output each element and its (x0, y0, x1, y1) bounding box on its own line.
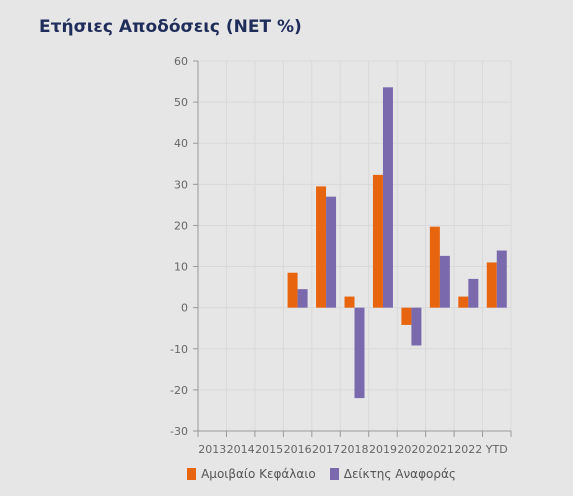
bar-benchmark-YTD[interactable] (496, 250, 507, 308)
x-tick-label: 2015 (255, 443, 283, 456)
y-tick-label: -20 (170, 384, 188, 397)
y-tick-label: 10 (174, 261, 188, 274)
legend-label-fund: Αμοιβαίο Κεφάλαιο (201, 467, 316, 481)
x-tick-labels: 2013 2014 2015 2016 2017 2018 2019 2020 2021 2022… (198, 443, 508, 456)
bar-fund-2022[interactable] (458, 296, 469, 308)
y-tick-label: 30 (174, 178, 188, 191)
legend-item-fund[interactable]: Αμοιβαίο Κεφάλαιο (187, 467, 316, 481)
bar-fund-2017[interactable] (316, 186, 327, 308)
bar-benchmark-2018[interactable] (354, 307, 365, 399)
x-tick-label: 2022 (454, 443, 482, 456)
bar-fund-YTD[interactable] (486, 262, 497, 308)
x-tick-label: YTD (485, 443, 508, 456)
chart-title: Ετήσιες Αποδόσεις (NET %) (39, 17, 302, 37)
legend: Αμοιβαίο Κεφάλαιο Δείκτης Αναφοράς (0, 467, 573, 481)
axes (193, 60, 512, 437)
legend-item-benchmark[interactable]: Δείκτης Αναφοράς (329, 467, 456, 481)
y-tick-label: 60 (174, 55, 188, 68)
y-tick-label: 0 (181, 302, 188, 315)
x-tick-label: 2014 (227, 443, 255, 456)
bar-benchmark-2019[interactable] (382, 87, 393, 308)
y-tick-labels: 60 50 40 30 20 10 0 -10 -20 -30 (170, 55, 188, 438)
bar-benchmark-2016[interactable] (297, 289, 308, 308)
x-tick-label: 2013 (198, 443, 226, 456)
bar-benchmark-2017[interactable] (326, 196, 337, 308)
x-tick-label: 2020 (397, 443, 425, 456)
bar-benchmark-2022[interactable] (468, 278, 479, 308)
bar-fund-2018[interactable] (344, 296, 355, 308)
legend-swatch-benchmark (329, 468, 339, 480)
bar-fund-2019[interactable] (372, 174, 383, 308)
bar-benchmark-2021[interactable] (439, 255, 450, 308)
y-tick-label: 50 (174, 96, 188, 109)
bar-fund-2021[interactable] (429, 226, 440, 308)
y-tick-label: -10 (170, 343, 188, 356)
legend-swatch-fund (187, 468, 197, 480)
y-tick-label: 20 (174, 219, 188, 232)
x-tick-label: 2021 (426, 443, 454, 456)
y-tick-label: 40 (174, 137, 188, 150)
y-tick-label: -30 (170, 425, 188, 438)
bar-fund-2020[interactable] (401, 307, 412, 325)
x-tick-label: 2017 (312, 443, 340, 456)
x-tick-label: 2019 (369, 443, 397, 456)
bars (287, 87, 507, 399)
legend-label-benchmark: Δείκτης Αναφοράς (343, 467, 456, 481)
bar-benchmark-2020[interactable] (411, 307, 422, 346)
x-tick-label: 2016 (284, 443, 312, 456)
x-tick-label: 2018 (341, 443, 369, 456)
bar-fund-2016[interactable] (287, 272, 298, 308)
